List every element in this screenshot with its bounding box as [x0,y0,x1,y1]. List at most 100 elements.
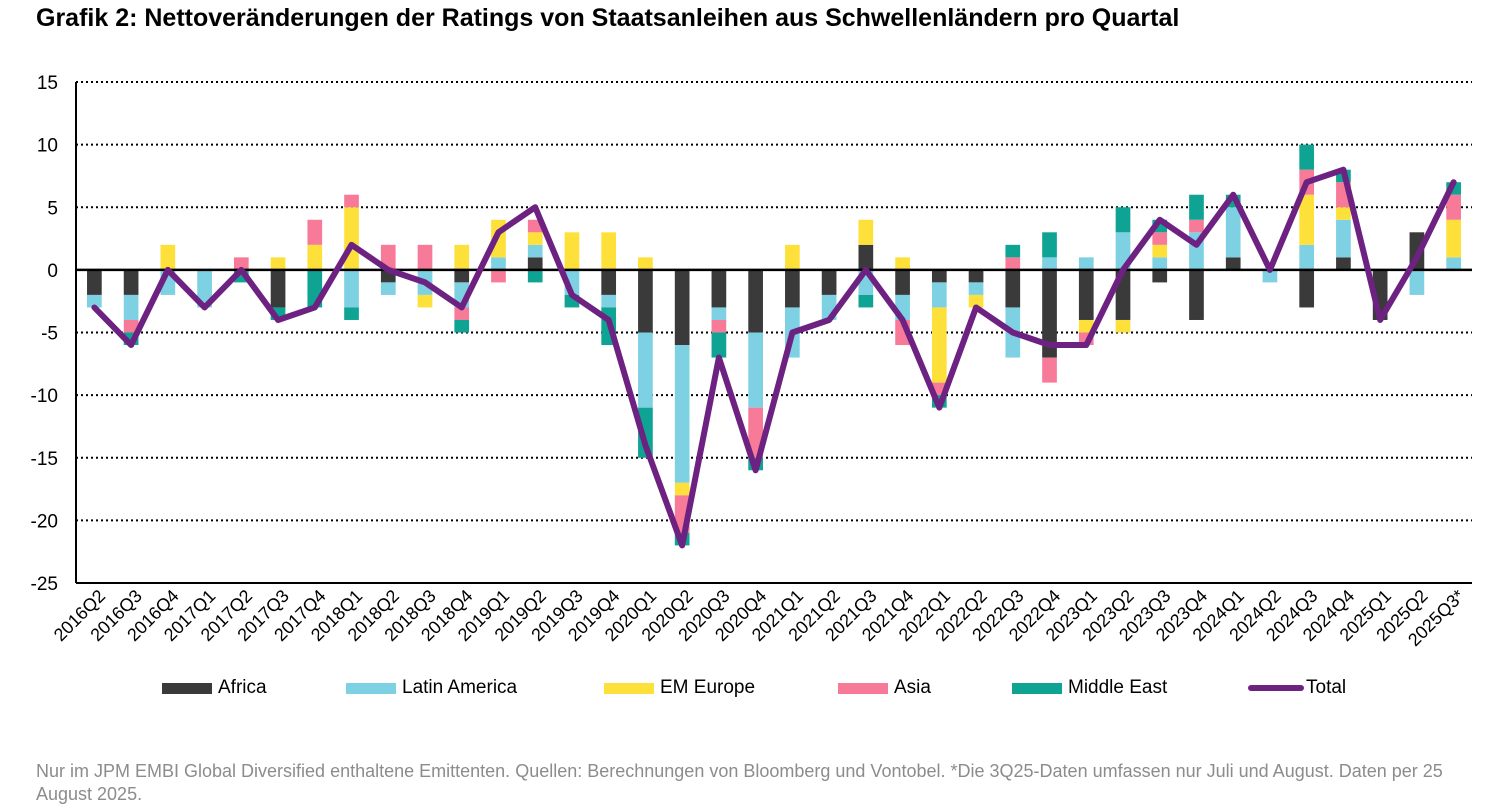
bar-latin-america [931,282,947,308]
legend-swatch [346,682,396,694]
legend-label: Africa [218,677,267,698]
bar-middle-east [1042,232,1057,258]
bar-middle-east [711,332,727,358]
bar-middle-east [454,319,470,333]
bar-africa [674,269,690,346]
bar-series [87,144,1461,546]
y-tick-label: -15 [31,449,58,470]
bar-asia [1042,357,1057,383]
legend-label: Latin America [402,677,518,698]
bar-em-europe [1336,207,1351,220]
bar-africa [1225,257,1241,270]
bar-africa [931,269,947,283]
bar-africa [968,269,984,283]
bar-africa [1336,257,1351,270]
bar-latin-america [527,244,543,258]
bar-em-europe [601,232,617,270]
bar-africa [601,269,617,295]
bar-asia [1189,219,1204,233]
bar-latin-america [1299,244,1315,270]
bar-africa [527,257,543,270]
y-tick-label: -5 [41,324,58,345]
bar-africa [1299,269,1315,308]
y-tick-label: 0 [47,261,58,282]
bar-em-europe [674,482,690,496]
bar-latin-america [1409,269,1425,295]
bar-africa [1189,269,1204,320]
bar-africa [821,269,837,295]
chart-plot: 15 10 5 0 -5 -10 -15 -20 -25 2016Q22016Q32016Q42… [31,73,1472,650]
bar-africa [638,269,653,333]
legend-item: Latin America [346,676,517,700]
legend-item: EM Europe [604,676,755,700]
y-tick-label: -20 [31,511,58,532]
legend-swatch [1012,682,1062,694]
bar-latin-america [601,294,617,308]
bar-em-europe [858,219,874,245]
bar-middle-east [858,294,874,308]
bar-asia [454,307,470,320]
bar-latin-america [968,282,984,295]
bar-africa [1005,269,1021,308]
bar-africa [270,269,286,308]
legend-swatch [1248,685,1304,691]
bar-middle-east [638,407,653,458]
bar-middle-east [344,307,359,320]
bar-latin-america [1336,219,1351,258]
bar-asia [1446,194,1461,220]
bar-asia [711,319,727,333]
bar-em-europe [307,244,323,270]
bar-africa [123,269,139,295]
bar-latin-america [1446,257,1461,270]
bar-middle-east [527,269,543,283]
bar-em-europe [1152,244,1168,258]
bar-africa [895,269,910,295]
y-tick-label: 5 [47,198,58,219]
y-axis-tick-labels: 15 10 5 0 -5 -10 -15 -20 -25 [31,73,58,595]
bar-africa [1042,269,1057,358]
axes [75,82,1472,584]
bar-asia [307,219,323,245]
bar-latin-america [1042,257,1057,270]
bar-africa [785,269,800,308]
bar-em-europe [1299,194,1315,245]
bar-middle-east [1189,194,1204,220]
bar-asia [380,244,396,270]
bar-latin-america [638,332,653,408]
bar-em-europe [968,294,984,308]
legend-swatch [838,682,888,694]
bar-em-europe [564,232,580,270]
bar-latin-america [711,307,727,320]
y-tick-label: 10 [37,136,58,157]
bar-africa [454,269,470,283]
legend: Africa Latin America EM Europe Asia Middle E… [0,676,1500,700]
legend-label: Asia [894,677,931,698]
legend-item: Africa [162,676,267,700]
bar-em-europe [454,244,470,270]
bar-em-europe [1115,319,1131,333]
bar-latin-america [1078,257,1094,270]
bar-em-europe [1078,319,1094,333]
legend-item: Total [1248,676,1346,700]
bar-asia [344,194,359,208]
bar-middle-east [1005,244,1021,258]
bar-africa [858,244,874,270]
bar-asia [491,269,506,283]
legend-label: Total [1306,677,1347,698]
x-axis-tick-labels: 2016Q22016Q32016Q42017Q12017Q22017Q32017… [50,586,1469,650]
bar-latin-america [674,345,690,483]
bar-asia [233,257,249,270]
bar-africa [711,269,727,308]
y-tick-label: -25 [31,574,58,595]
y-tick-label: 15 [37,73,58,94]
bar-em-europe [527,232,543,245]
legend-label: EM Europe [660,677,756,698]
bar-em-europe [160,244,176,270]
bar-middle-east [1115,207,1131,233]
bar-latin-america [123,294,139,320]
bar-latin-america [1225,207,1241,258]
bar-africa [748,269,763,333]
bar-em-europe [417,294,433,308]
bar-asia [1005,257,1021,270]
bar-asia [1152,232,1168,245]
